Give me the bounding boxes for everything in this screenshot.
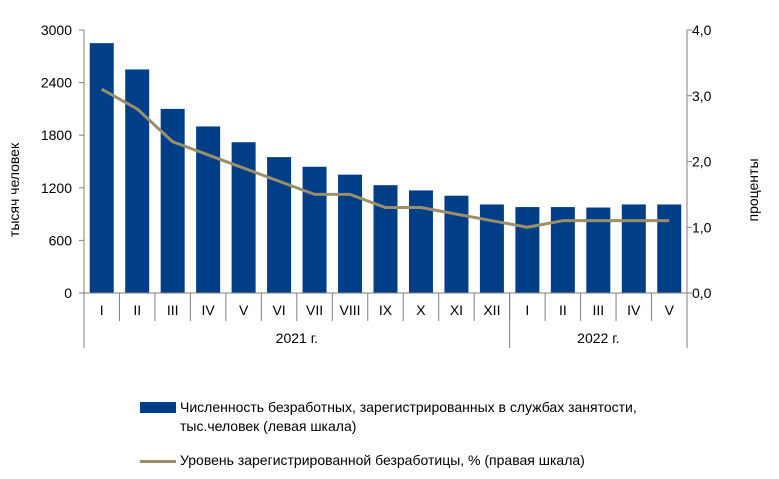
bar bbox=[89, 43, 114, 294]
category-label: IX bbox=[379, 302, 393, 318]
rate-line-path bbox=[101, 87, 670, 229]
category-label: V bbox=[239, 302, 249, 318]
category-label: I bbox=[525, 302, 529, 318]
category-label: IV bbox=[627, 302, 641, 318]
category-label: II bbox=[559, 302, 567, 318]
left-axis-title: тысяч человек bbox=[6, 142, 22, 237]
left-tick-label: 600 bbox=[49, 232, 73, 248]
bar bbox=[444, 195, 469, 293]
right-tick-label: 0,0 bbox=[692, 285, 712, 301]
category-label: II bbox=[133, 302, 141, 318]
left-tick-label: 1200 bbox=[41, 180, 72, 196]
right-tick-label: 1,0 bbox=[692, 219, 712, 235]
bar bbox=[302, 166, 327, 293]
category-label: XI bbox=[450, 302, 463, 318]
bar bbox=[408, 190, 433, 293]
rate-line bbox=[101, 87, 670, 229]
bar bbox=[621, 204, 646, 293]
axes bbox=[79, 29, 692, 348]
legend-label-unemployed: Численность безработных, зарегистрирован… bbox=[180, 399, 637, 434]
category-label: VII bbox=[306, 302, 323, 318]
group-label: 2022 г. bbox=[577, 330, 619, 346]
legend-item-rate: Уровень зарегистрированной безработицы, … bbox=[140, 451, 700, 470]
category-label: IV bbox=[202, 302, 216, 318]
category-label: VI bbox=[272, 302, 285, 318]
category-label: V bbox=[665, 302, 675, 318]
bars bbox=[89, 43, 682, 294]
bar bbox=[657, 204, 682, 293]
legend-label-rate: Уровень зарегистрированной безработицы, … bbox=[180, 452, 585, 468]
category-label: III bbox=[167, 302, 179, 318]
left-tick-label: 0 bbox=[64, 285, 72, 301]
category-label: VIII bbox=[340, 302, 361, 318]
left-tick-label: 1800 bbox=[41, 127, 72, 143]
category-label: III bbox=[592, 302, 604, 318]
legend-swatch-bar bbox=[140, 402, 176, 413]
group-label: 2021 г. bbox=[276, 330, 318, 346]
right-axis-title: проценты bbox=[745, 158, 761, 221]
left-tick-label: 3000 bbox=[41, 22, 72, 38]
right-tick-label: 3,0 bbox=[692, 88, 712, 104]
category-label: XII bbox=[483, 302, 500, 318]
bar bbox=[125, 69, 150, 293]
bar bbox=[373, 185, 398, 293]
right-tick-label: 4,0 bbox=[692, 22, 712, 38]
left-tick-label: 2400 bbox=[41, 75, 72, 91]
legend-item-unemployed: Численность безработных, зарегистрирован… bbox=[140, 398, 700, 436]
category-label: I bbox=[100, 302, 104, 318]
legend-swatch-line bbox=[140, 460, 176, 463]
bar bbox=[338, 174, 363, 293]
category-label: X bbox=[416, 302, 426, 318]
right-tick-label: 2,0 bbox=[692, 154, 712, 170]
bar bbox=[160, 108, 185, 294]
bar bbox=[515, 207, 540, 293]
